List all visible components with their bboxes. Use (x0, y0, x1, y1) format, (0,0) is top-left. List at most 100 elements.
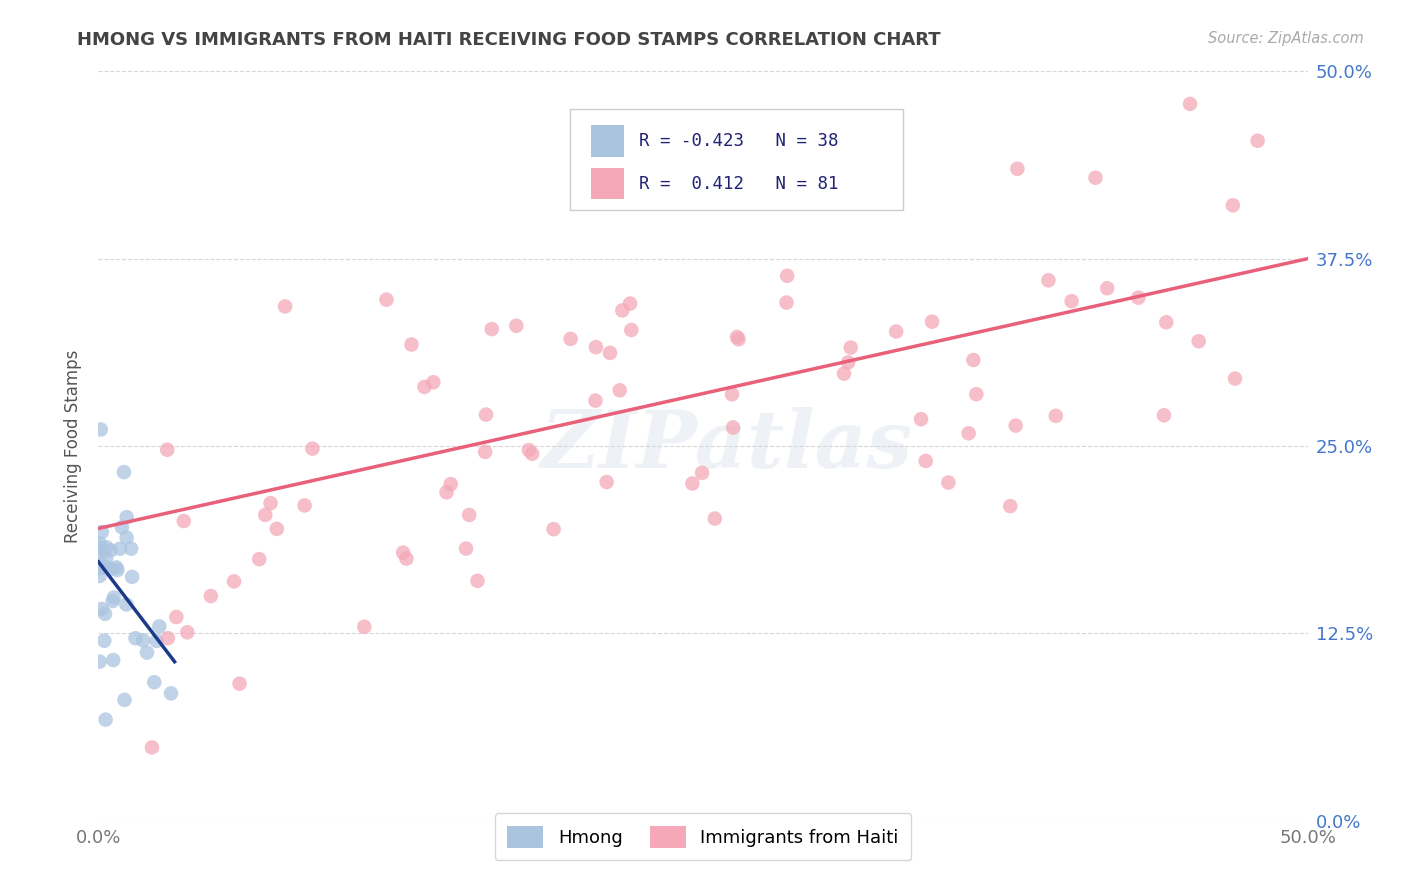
Point (228, 676, 250, 690)
Text: Source: ZipAtlas.com: Source: ZipAtlas.com (1208, 31, 1364, 46)
Point (1153, 409, 1175, 423)
Point (505, 318, 527, 333)
Point (121, 570, 143, 584)
Point (375, 293, 398, 307)
Point (585, 340, 607, 354)
Point (103, 591, 125, 605)
Point (100, 562, 122, 576)
Point (94, 607, 117, 621)
Point (690, 466, 713, 480)
Point (353, 620, 375, 634)
Point (585, 393, 607, 408)
Point (560, 332, 582, 346)
Point (124, 632, 146, 646)
Point (89, 569, 111, 583)
Text: R =  0.412   N = 81: R = 0.412 N = 81 (638, 175, 838, 193)
Point (114, 693, 136, 707)
Y-axis label: Receiving Food Stamps: Receiving Food Stamps (65, 350, 83, 542)
Point (156, 631, 179, 645)
Point (148, 619, 170, 633)
Point (965, 387, 987, 401)
Point (475, 408, 498, 422)
Point (721, 420, 744, 434)
Point (90, 423, 112, 437)
Point (837, 355, 859, 369)
Point (619, 296, 641, 310)
Point (703, 511, 725, 525)
Point (101, 653, 124, 667)
Point (89, 655, 111, 669)
Point (176, 625, 198, 640)
Point (832, 367, 855, 381)
Point (474, 445, 496, 459)
Point (436, 485, 458, 500)
Point (910, 412, 932, 426)
Point (247, 552, 270, 566)
Point (422, 376, 444, 390)
Point (520, 447, 543, 461)
FancyBboxPatch shape (591, 125, 624, 157)
Point (458, 508, 481, 522)
Point (1156, 315, 1178, 329)
Point (776, 268, 799, 283)
Text: HMONG VS IMMIGRANTS FROM HAITI RECEIVING FOOD STAMPS CORRELATION CHART: HMONG VS IMMIGRANTS FROM HAITI RECEIVING… (77, 31, 941, 49)
Point (1246, 134, 1268, 148)
Point (266, 522, 288, 536)
Point (143, 675, 166, 690)
Point (721, 387, 744, 401)
Point (1060, 294, 1083, 309)
Point (160, 686, 183, 700)
Point (112, 465, 135, 479)
Point (1222, 198, 1244, 212)
Point (727, 332, 749, 346)
Point (222, 574, 245, 589)
Point (517, 443, 540, 458)
Point (395, 551, 418, 566)
Text: ZIPatlas: ZIPatlas (541, 408, 914, 484)
Point (620, 323, 643, 337)
Point (681, 476, 703, 491)
Point (401, 337, 423, 351)
Point (1178, 96, 1201, 111)
Point (392, 546, 415, 560)
Point (301, 442, 323, 456)
Point (94, 713, 117, 727)
Point (413, 380, 436, 394)
Point (93, 633, 115, 648)
Legend: Hmong, Immigrants from Haiti: Hmong, Immigrants from Haiti (495, 813, 911, 860)
Point (156, 442, 179, 457)
Point (1128, 291, 1150, 305)
Point (200, 589, 222, 603)
Point (609, 384, 631, 398)
Point (725, 330, 748, 344)
Point (914, 454, 936, 468)
Point (599, 346, 621, 360)
Point (136, 646, 159, 660)
Point (938, 475, 960, 490)
Point (101, 594, 124, 608)
Point (132, 633, 155, 648)
Point (1045, 409, 1067, 423)
Point (111, 520, 134, 534)
Point (89, 536, 111, 550)
Point (173, 514, 195, 528)
Point (115, 531, 138, 545)
FancyBboxPatch shape (569, 109, 903, 210)
Point (1223, 371, 1246, 385)
Point (612, 303, 634, 318)
Point (1000, 499, 1022, 513)
Point (259, 496, 281, 510)
Point (94, 551, 117, 566)
Point (1038, 273, 1060, 287)
Point (467, 574, 489, 588)
Point (1084, 170, 1107, 185)
Point (1188, 334, 1211, 349)
Point (1004, 418, 1026, 433)
Point (89, 541, 111, 555)
Point (115, 598, 138, 612)
Point (90, 547, 112, 561)
Point (108, 541, 131, 556)
Point (141, 740, 163, 755)
Point (957, 426, 980, 441)
Point (115, 510, 138, 524)
